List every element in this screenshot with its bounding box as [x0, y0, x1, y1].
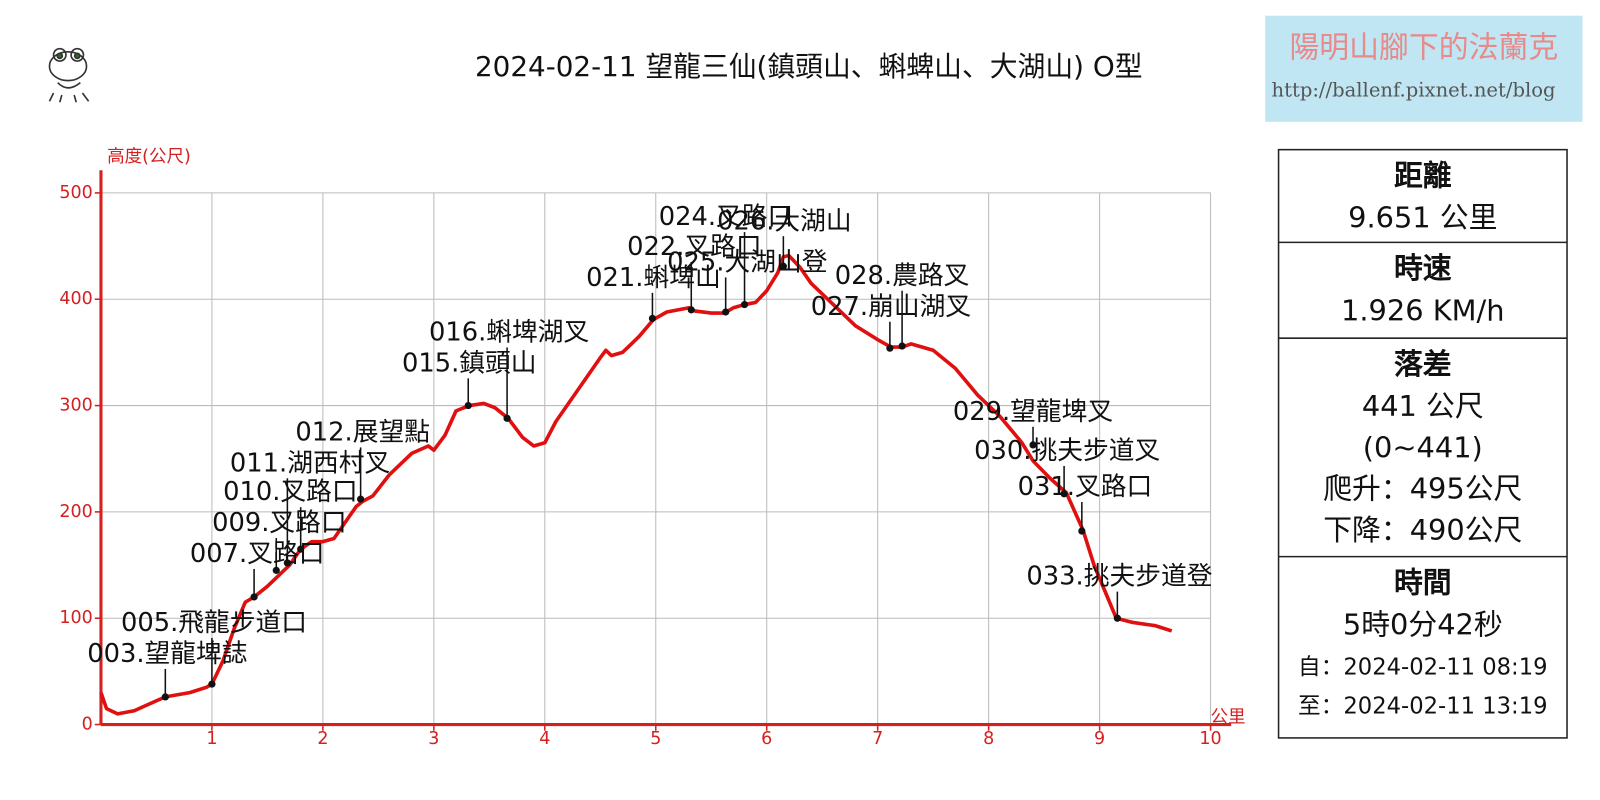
stat-line: 自：2024-02-11 08:19	[1298, 654, 1547, 680]
x-tick-label: 2	[317, 729, 328, 749]
waypoint	[357, 495, 365, 503]
waypoint-label: 012.展望點	[295, 417, 430, 447]
waypoint-label: 028.農路叉	[835, 261, 970, 291]
stat-heading: 落差	[1394, 347, 1452, 381]
stat-heading: 距離	[1394, 158, 1452, 192]
banner-url: http://ballenf.pixnet.net/blog	[1272, 78, 1556, 101]
waypoint-label: 026.大湖山	[717, 206, 852, 236]
logo	[48, 47, 90, 103]
waypoint-label: 025.大湖山登	[667, 247, 828, 277]
waypoint	[283, 559, 291, 567]
stats-border	[1277, 148, 1568, 739]
x-tick-label: 9	[1094, 729, 1105, 749]
waypoint-label: 027.崩山湖叉	[811, 292, 971, 322]
waypoint	[503, 414, 511, 422]
waypoint-label: 024.叉路口	[659, 202, 794, 232]
waypoint	[208, 680, 216, 688]
waypoint-label: 011.湖西村叉	[230, 448, 390, 478]
x-tick-label: 3	[428, 729, 439, 749]
y-tick-label: 100	[59, 608, 92, 628]
waypoint	[297, 545, 305, 553]
chart-title: 2024-02-11 望龍三仙(鎮頭山、蝌蜱山、大湖山) O型	[475, 50, 1143, 83]
waypoint	[1113, 614, 1121, 622]
stat-line: 至：2024-02-11 13:19	[1298, 694, 1547, 720]
stat-line: 下降：490公尺	[1323, 513, 1522, 547]
waypoint	[898, 342, 906, 350]
x-tick-label: 4	[539, 729, 550, 749]
x-tick-label: 8	[983, 729, 994, 749]
y-tick-label: 300	[59, 396, 92, 416]
waypoint-label: 022.叉路口	[627, 232, 762, 262]
stat-line: (0~441)	[1363, 430, 1483, 464]
waypoint	[1029, 441, 1037, 449]
y-tick-label: 0	[82, 715, 93, 735]
stat-line: 441 公尺	[1362, 389, 1484, 423]
waypoint-label: 005.飛龍步道口	[121, 608, 307, 638]
waypoint	[1078, 527, 1086, 535]
x-tick-label: 6	[761, 729, 772, 749]
stat-heading: 時間	[1394, 565, 1452, 599]
plot: 0 100 200 300 400 500 1 2 3 4 5 6 7 8 9 10 高度(公尺) 公里 003.望…	[59, 147, 1245, 749]
banner-title: 陽明山腳下的法蘭克	[1289, 31, 1558, 66]
banner	[1265, 15, 1583, 122]
waypoint	[1060, 490, 1068, 498]
stat-line: 1.926 KM/h	[1341, 293, 1504, 327]
waypoint	[886, 344, 894, 352]
stat-line: 9.651 公里	[1348, 201, 1497, 235]
waypoint	[648, 314, 657, 322]
waypoint	[161, 693, 169, 701]
waypoint	[779, 262, 787, 270]
waypoint-label: 029.望龍埤叉	[953, 397, 1113, 427]
waypoint	[687, 306, 695, 314]
waypoint	[464, 401, 472, 410]
waypoint-label: 007.叉路口	[190, 539, 325, 569]
x-axis-label: 公里	[1211, 707, 1246, 727]
waypoint-label: 016.蝌埤湖叉	[429, 318, 589, 348]
waypoint	[740, 300, 749, 309]
waypoint-label: 033.挑夫步道登	[1026, 562, 1212, 592]
waypoint	[722, 308, 730, 316]
waypoint	[250, 593, 258, 601]
waypoint-label: 015.鎮頭山	[402, 348, 537, 378]
y-tick-label: 200	[59, 502, 92, 522]
waypoint-label: 031.叉路口	[1018, 472, 1153, 502]
y-tick-label: 400	[59, 289, 92, 309]
x-tick-label: 7	[872, 729, 883, 749]
y-axis-label: 高度(公尺)	[107, 147, 191, 167]
y-tick-label: 500	[59, 183, 92, 203]
waypoint-label: 003.望龍埤誌	[87, 639, 247, 669]
stat-line: 5時0分42秒	[1343, 608, 1503, 642]
waypoint-label: 010.叉路口	[223, 477, 358, 507]
stat-line: 爬升：495公尺	[1323, 472, 1522, 506]
waypoint-label: 009.叉路口	[212, 508, 347, 538]
stat-heading: 時速	[1394, 251, 1452, 285]
x-tick-label: 5	[650, 729, 661, 749]
waypoint-label: 021.蝌埤山	[586, 263, 721, 293]
waypoint-label: 030.挑夫步道叉	[974, 436, 1160, 466]
x-tick-label: 1	[206, 729, 217, 749]
x-tick-label: 10	[1199, 729, 1221, 749]
waypoint	[272, 566, 280, 574]
elevation-line	[99, 253, 1173, 716]
